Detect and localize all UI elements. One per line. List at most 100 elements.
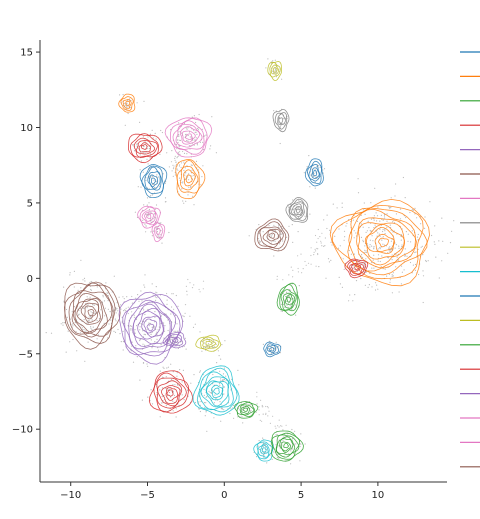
scatter-point [374,224,376,226]
scatter-point [137,186,139,188]
scatter-point [379,228,381,230]
scatter-point [280,310,282,312]
scatter-point [139,121,141,123]
scatter-point [138,300,140,302]
scatter-point [376,284,378,286]
scatter-point [291,224,293,226]
scatter-point [182,200,184,202]
scatter-point [280,124,282,126]
scatter-point [417,238,419,241]
scatter-point [233,417,235,419]
scatter-point [341,286,343,288]
scatter-point [199,141,201,143]
scatter-point [209,391,211,394]
contour-line [254,218,290,252]
scatter-point [389,246,391,248]
scatter-point [196,144,198,146]
scatter-point [182,182,184,184]
scatter-point [353,230,355,232]
scatter-point [139,340,141,342]
scatter-point [208,340,210,342]
scatter-point [173,166,175,168]
scatter-point [88,320,90,322]
scatter-point [185,348,187,350]
scatter-point [230,408,232,410]
contour-line [266,229,280,242]
scatter-point [294,304,296,306]
contour-line [199,371,234,411]
scatter-point [265,405,267,408]
scatter-point [115,320,117,322]
contour-cluster [276,282,300,316]
scatter-point [317,237,319,240]
scatter-point [341,202,343,204]
contour-line [139,163,168,199]
contour-line [273,67,278,73]
scatter-point [339,283,341,285]
scatter-point [185,127,187,129]
scatter-point [299,460,301,462]
scatter-point [318,266,320,268]
scatter-point [206,395,208,398]
scatter-point [207,343,210,345]
scatter-point [178,135,180,137]
scatter-point [134,211,136,213]
scatter-point [142,219,144,221]
scatter-point [373,215,375,217]
scatter-point [317,248,319,250]
scatter-point [143,152,145,154]
scatter-point [80,259,82,261]
scatter-point [107,300,109,302]
scatter-point [126,102,128,104]
scatter-point [259,241,261,243]
scatter-point [267,415,269,417]
scatter-point [139,154,141,156]
scatter-point [178,122,180,124]
scatter-point [152,344,154,347]
scatter-point [73,270,75,272]
scatter-point [292,209,294,211]
scatter-point [379,220,381,222]
scatter-point [204,415,206,417]
scatter-point [259,241,261,244]
scatter-point [330,241,332,243]
scatter-point [281,78,283,80]
scatter-point [360,214,362,216]
scatter-point [81,327,83,329]
scatter-point [364,251,366,253]
scatter-point [156,392,158,394]
contour-cluster [254,218,290,252]
scatter-point [384,233,386,235]
scatter-point [381,255,383,257]
scatter-point [222,373,225,375]
scatter-point [321,245,323,247]
scatter-point [174,165,176,167]
scatter-point [283,117,285,120]
scatter-point [391,259,393,261]
contour-line [71,292,108,334]
scatter-point [62,324,64,326]
scatter-point [222,379,224,381]
scatter-point [208,390,210,392]
scatter-point [174,155,176,157]
scatter-point [316,241,318,243]
contour-line [242,407,249,412]
scatter-point [175,416,177,418]
scatter-point [392,275,394,277]
scatter-point [405,216,407,219]
density-contours [63,61,430,462]
scatter-point [316,247,318,250]
scatter-point [172,168,175,170]
scatter-point [205,411,207,413]
scatter-point [270,348,272,350]
scatter-point [183,315,185,318]
scatter-point [174,159,176,161]
scatter-point [323,245,325,247]
scatter-point [82,307,85,309]
scatter-point [144,344,146,346]
scatter-point [286,236,288,238]
scatter-point [202,141,204,143]
scatter-point [373,227,375,229]
scatter-point [386,213,388,215]
scatter-point [188,145,190,147]
